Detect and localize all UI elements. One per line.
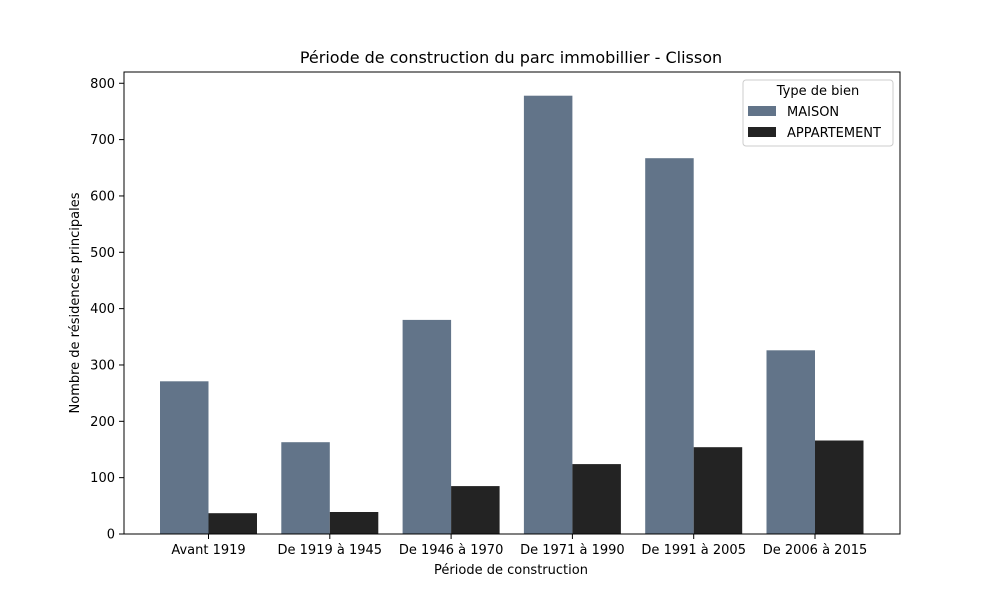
bar-maison-4: [645, 158, 694, 534]
bar-appartement-1: [329, 512, 379, 534]
legend-label-appartement: APPARTEMENT: [787, 126, 881, 141]
y-tick-label: 600: [90, 189, 115, 204]
bar-maison-0: [160, 381, 209, 534]
y-tick-label: 100: [90, 471, 115, 486]
x-tick-label: De 1919 à 1945: [278, 543, 383, 558]
x-tick-label: De 1991 à 2005: [641, 543, 746, 558]
y-axis: 0 100 200 300 400 500 600 700 800: [90, 77, 124, 543]
chart-title: Période de construction du parc immobill…: [300, 48, 722, 67]
legend-title: Type de bien: [776, 84, 859, 99]
bar-maison-3: [523, 95, 573, 534]
bars-group: [160, 95, 864, 534]
x-tick-label: Avant 1919: [171, 543, 245, 558]
bar-appartement-4: [693, 447, 743, 534]
y-tick-label: 400: [90, 302, 115, 317]
y-axis-label: Nombre de résidences principales: [68, 192, 83, 413]
legend-label-maison: MAISON: [787, 105, 839, 120]
bar-appartement-3: [572, 464, 621, 534]
y-tick-label: 700: [90, 133, 115, 148]
bar-appartement-5: [815, 440, 864, 534]
bar-maison-1: [281, 442, 330, 534]
x-tick-label: De 1971 à 1990: [520, 543, 625, 558]
plot-frame: [123, 71, 901, 535]
legend-swatch-appartement: [748, 127, 776, 137]
y-tick-label: 800: [90, 77, 115, 92]
bar-maison-2: [402, 319, 452, 534]
y-tick-label: 500: [90, 246, 115, 261]
bar-appartement-0: [208, 513, 257, 534]
x-tick-label: De 2006 à 2015: [763, 543, 868, 558]
x-tick-label: De 1946 à 1970: [399, 543, 504, 558]
bar-maison-5: [766, 350, 815, 534]
legend-box: [742, 79, 894, 147]
legend: Type de bien MAISON APPARTEMENT: [742, 79, 894, 147]
y-tick-label: 0: [107, 528, 115, 543]
bar-appartement-2: [451, 486, 500, 534]
x-axis-label: Période de construction: [434, 563, 588, 578]
x-axis: Avant 1919 De 1919 à 1945 De 1946 à 1970 De…: [171, 534, 867, 558]
y-tick-label: 300: [90, 358, 115, 373]
legend-swatch-maison: [748, 106, 776, 116]
y-tick-label: 200: [90, 415, 115, 430]
